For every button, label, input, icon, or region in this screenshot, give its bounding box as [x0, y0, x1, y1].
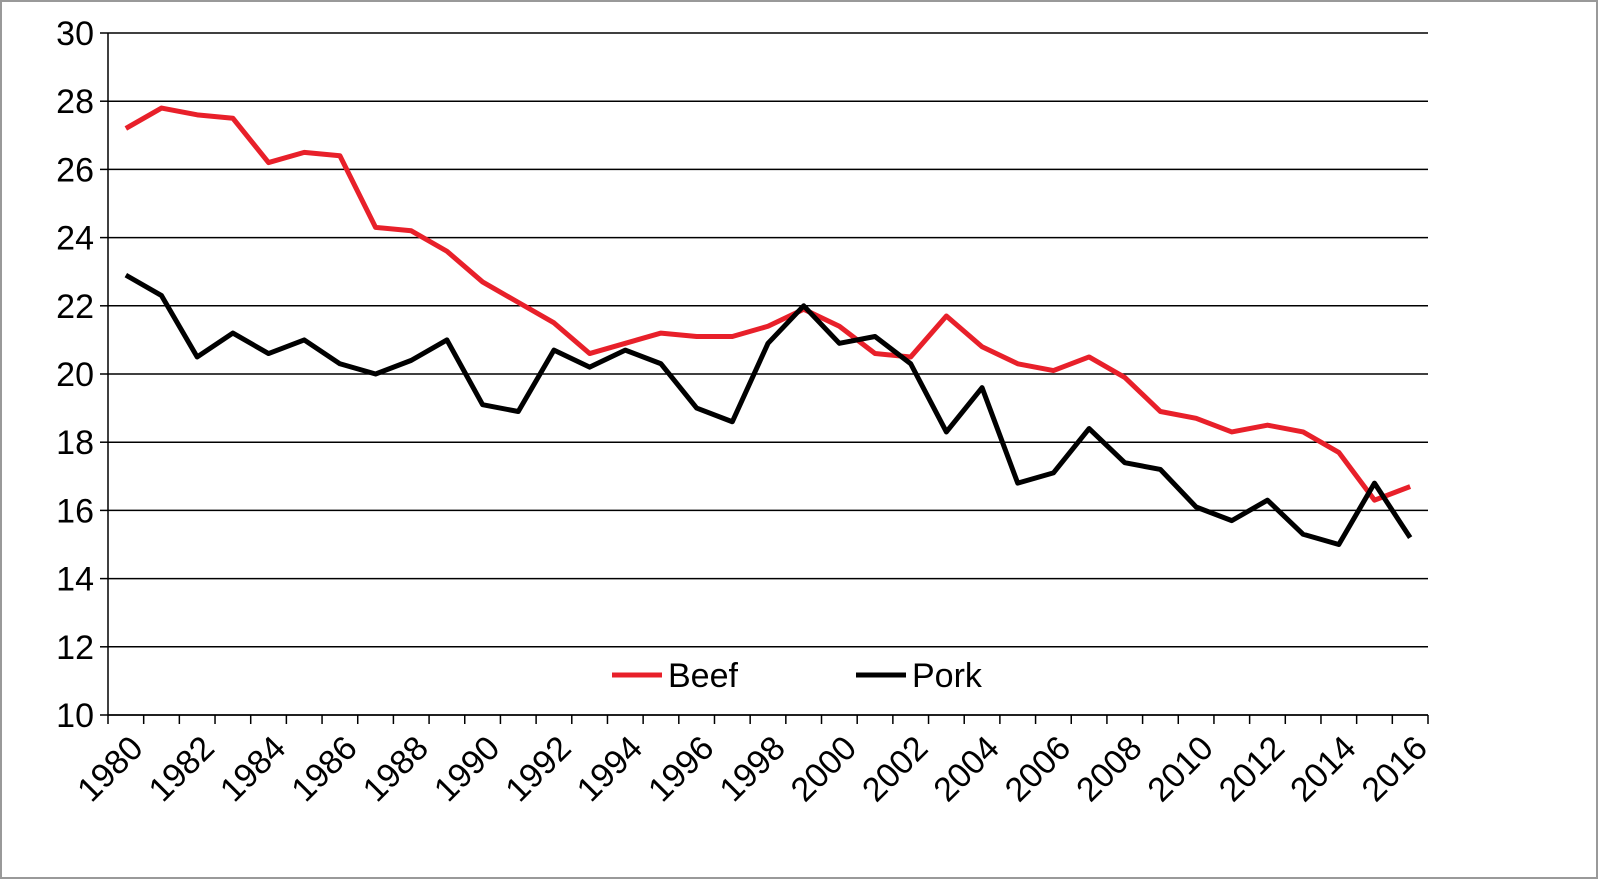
y-tick-label: 12 [56, 629, 94, 667]
x-tick-label: 1998 [712, 729, 792, 809]
y-tick-label: 26 [56, 151, 94, 189]
y-tick-label: 10 [56, 697, 94, 735]
x-tick-label: 2016 [1355, 729, 1435, 809]
x-tick-label: 2010 [1140, 729, 1220, 809]
x-tick-label: 1984 [213, 729, 293, 809]
y-tick-label: 16 [56, 492, 94, 530]
x-tick-label: 2006 [998, 729, 1078, 809]
legend-label: Pork [912, 657, 983, 695]
x-tick-label: 1992 [498, 729, 578, 809]
x-tick-label: 2014 [1283, 729, 1363, 809]
x-tick-label: 2000 [784, 729, 864, 809]
y-tick-label: 22 [56, 288, 94, 326]
series-line [124, 272, 1413, 547]
y-tick-label: 24 [56, 220, 94, 258]
series-line [124, 105, 1412, 503]
x-tick-label: 1982 [142, 729, 222, 809]
y-tick-label: 14 [56, 561, 94, 599]
x-tick-label: 2012 [1212, 729, 1292, 809]
x-tick-label: 1980 [70, 729, 150, 809]
x-tick-label: 1990 [427, 729, 507, 809]
y-tick-label: 28 [56, 83, 94, 121]
x-tick-label: 1986 [284, 729, 364, 809]
legend-label: Beef [668, 657, 738, 695]
y-tick-label: 20 [56, 356, 94, 394]
x-tick-label: 1994 [570, 729, 650, 809]
x-tick-label: 2008 [1069, 729, 1149, 809]
y-tick-label: 18 [56, 424, 94, 462]
x-tick-label: 2004 [926, 729, 1006, 809]
x-tick-label: 2002 [855, 729, 935, 809]
y-tick-label: 30 [56, 15, 94, 53]
x-tick-label: 1996 [641, 729, 721, 809]
x-tick-label: 1988 [356, 729, 436, 809]
